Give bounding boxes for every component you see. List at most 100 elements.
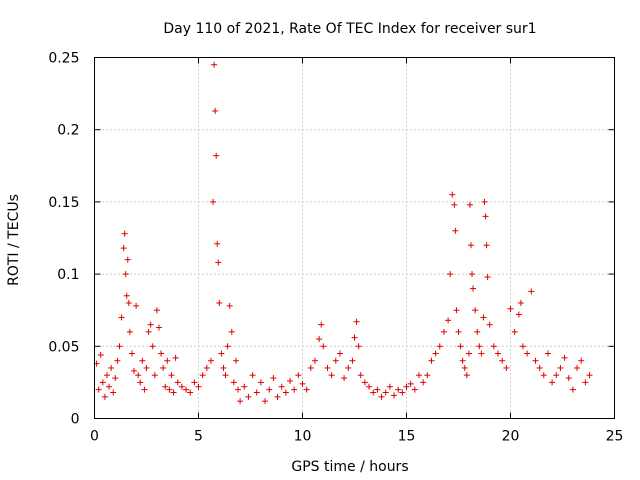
data-point	[316, 336, 323, 343]
data-point	[474, 328, 481, 335]
data-point	[407, 380, 414, 387]
data-point	[403, 383, 410, 390]
data-point	[452, 227, 459, 234]
data-point	[353, 318, 360, 325]
data-point	[147, 321, 154, 328]
data-point	[151, 372, 158, 379]
data-point	[237, 398, 244, 405]
data-point	[436, 343, 443, 350]
data-point	[503, 364, 510, 371]
data-point	[476, 343, 483, 350]
y-tick-label: 0.05	[48, 339, 79, 355]
grid	[94, 57, 615, 419]
data-point	[211, 61, 218, 68]
data-point	[519, 343, 526, 350]
data-point	[483, 242, 490, 249]
data-point	[249, 372, 256, 379]
data-point	[123, 292, 130, 299]
data-point	[262, 398, 269, 405]
data-point	[478, 350, 485, 357]
data-point	[528, 288, 535, 295]
data-point	[120, 245, 127, 252]
data-point	[424, 372, 431, 379]
data-point	[499, 357, 506, 364]
data-point	[532, 357, 539, 364]
data-point	[232, 357, 239, 364]
data-point	[459, 357, 466, 364]
data-point	[116, 343, 123, 350]
data-point	[432, 350, 439, 357]
data-point	[465, 350, 472, 357]
chart-title: Day 110 of 2021, Rate Of TEC Index for r…	[163, 21, 536, 37]
data-point	[453, 307, 460, 314]
data-point	[565, 375, 572, 382]
data-point	[270, 375, 277, 382]
data-point	[586, 372, 593, 379]
data-point	[461, 364, 468, 371]
data-point	[451, 201, 458, 208]
data-point	[266, 386, 273, 393]
data-point	[210, 198, 217, 205]
data-point	[320, 343, 327, 350]
data-point	[467, 242, 474, 249]
data-point	[374, 386, 381, 393]
data-point	[160, 364, 167, 371]
data-point	[361, 379, 368, 386]
x-tick-label: 5	[194, 429, 203, 445]
data-point	[549, 379, 556, 386]
data-point	[469, 271, 476, 278]
data-point	[174, 379, 181, 386]
data-point	[191, 379, 198, 386]
data-point	[126, 328, 133, 335]
data-point	[253, 389, 260, 396]
data-point	[515, 311, 522, 318]
data-point	[311, 357, 318, 364]
data-point	[203, 364, 210, 371]
data-point	[561, 354, 568, 361]
x-tick-label: 10	[294, 429, 312, 445]
data-point	[207, 357, 214, 364]
data-point	[222, 372, 229, 379]
data-point	[328, 372, 335, 379]
data-point	[133, 302, 140, 309]
data-point	[166, 386, 173, 393]
data-point	[540, 372, 547, 379]
data-point	[235, 386, 242, 393]
data-point	[125, 299, 132, 306]
data-point	[143, 364, 150, 371]
data-point	[472, 307, 479, 314]
data-point	[216, 299, 223, 306]
x-axis-label: GPS time / hours	[291, 459, 408, 475]
data-point	[341, 375, 348, 382]
data-point	[536, 364, 543, 371]
data-point	[213, 152, 220, 159]
data-point	[411, 386, 418, 393]
data-point	[553, 372, 560, 379]
data-point	[318, 321, 325, 328]
x-tick-label: 0	[90, 429, 99, 445]
data-point	[495, 350, 502, 357]
data-point	[336, 350, 343, 357]
data-point	[274, 393, 281, 400]
data-point	[370, 389, 377, 396]
data-point	[106, 383, 113, 390]
data-point	[158, 350, 165, 357]
axis-ticks: 0 5 10 15 20 25 0 0.05 0.1 0.15 0.2 0.25	[48, 51, 623, 445]
data-point	[291, 386, 298, 393]
data-point	[395, 386, 402, 393]
data-point	[215, 259, 222, 266]
data-point	[195, 383, 202, 390]
data-point	[199, 372, 206, 379]
data-point	[517, 299, 524, 306]
data-point	[141, 386, 148, 393]
data-point	[99, 379, 106, 386]
data-point	[282, 389, 289, 396]
data-point	[455, 328, 462, 335]
data-point	[220, 364, 227, 371]
data-point	[470, 285, 477, 292]
data-point	[212, 107, 219, 114]
data-point	[178, 383, 185, 390]
data-point	[349, 357, 356, 364]
data-point	[480, 314, 487, 321]
